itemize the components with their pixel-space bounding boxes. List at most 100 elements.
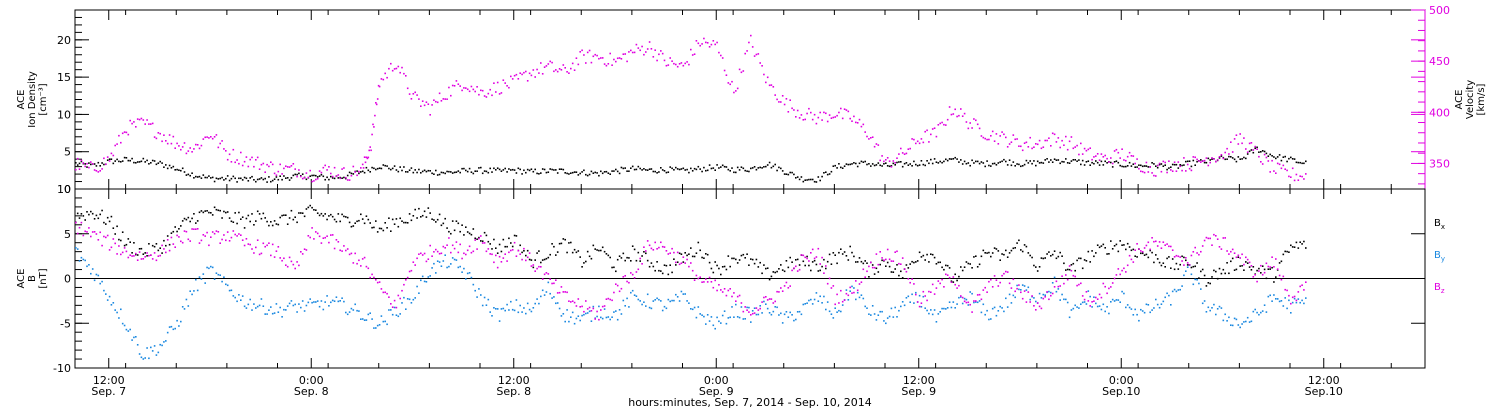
density-series-point [903, 162, 906, 165]
bz-series-point [729, 288, 731, 290]
bx-series-point [547, 256, 550, 259]
density-series-point [1130, 165, 1133, 167]
density-series-point [1115, 160, 1118, 162]
velocity-series-point [800, 114, 803, 116]
density-series-point [90, 163, 92, 166]
bx-series-point [1258, 267, 1260, 270]
bz-series-point [720, 289, 722, 291]
by-series-point [1070, 309, 1073, 311]
bx-series-point [778, 268, 780, 270]
by-series-point [82, 258, 85, 261]
bx-series-point [770, 275, 773, 278]
density-series-point [813, 180, 816, 183]
by-series-point [193, 290, 195, 292]
bz-series-point [431, 255, 433, 257]
velocity-series-point [622, 53, 625, 55]
by-series-point [708, 320, 711, 322]
by-series-point [609, 318, 611, 321]
velocity-series-point [746, 50, 748, 52]
bx-series-point [258, 213, 261, 215]
by-series-point [236, 300, 238, 303]
density-series-point [380, 167, 383, 170]
bz-series-point [785, 281, 788, 284]
bz-series-point [1265, 262, 1268, 265]
by-series-point [277, 311, 280, 313]
density-series-point [1303, 162, 1305, 165]
bz-series-point [105, 236, 107, 239]
bx-series-point [1243, 269, 1245, 271]
bx-series-point [1200, 270, 1202, 273]
bx-series-point [1181, 255, 1183, 258]
by-series-point [830, 313, 833, 315]
velocity-series-point [76, 157, 79, 160]
density-series-point [1066, 162, 1069, 164]
velocity-series-point [924, 130, 926, 133]
density-series-point [1093, 162, 1095, 165]
velocity-series-point [256, 156, 259, 159]
velocity-series-point [204, 136, 206, 139]
bz-series-point [1126, 264, 1129, 267]
bz-series-point [594, 318, 596, 320]
density-series-point [191, 172, 193, 174]
by-series-point [136, 344, 139, 346]
bz-series-point [361, 258, 364, 260]
density-series-point [481, 172, 484, 175]
by-series-point [735, 303, 737, 306]
velocity-series-point [986, 138, 988, 141]
density-series-point [1048, 161, 1050, 163]
density-series-point [249, 177, 251, 179]
bx-series-point [151, 244, 154, 247]
density-series-point [1110, 161, 1112, 164]
bz-series-point [903, 268, 906, 270]
bz-series-point [1276, 268, 1279, 270]
density-series-point [236, 181, 238, 183]
velocity-series-point [1276, 162, 1279, 165]
by-series-point [922, 295, 925, 298]
velocity-series-point [928, 141, 930, 143]
bz-series-point [133, 255, 135, 257]
velocity-series-point [372, 123, 374, 126]
bx-series-point [1014, 247, 1016, 249]
left-axis-label-line: [cm⁻³] [38, 83, 49, 115]
density-series-point [579, 172, 581, 175]
density-series-point [1237, 156, 1240, 158]
velocity-series-point [1050, 145, 1052, 147]
bz-series-point [519, 253, 521, 255]
bx-series-point [217, 209, 220, 212]
bx-series-point [562, 238, 565, 240]
density-series-point [945, 158, 947, 161]
velocity-series-point [1115, 148, 1118, 151]
density-series-point [646, 169, 649, 171]
velocity-series-point [1230, 141, 1232, 143]
bx-series-point [303, 215, 306, 218]
density-series-point [136, 161, 139, 163]
velocity-series-point [933, 127, 936, 129]
bx-series-point [406, 222, 409, 224]
velocity-series-point [588, 49, 591, 52]
by-series-point [990, 318, 992, 320]
bz-series-point [549, 278, 551, 280]
by-series-point [1261, 310, 1264, 312]
density-series-point [898, 161, 900, 163]
density-series-point [643, 168, 645, 170]
bz-series-point [1211, 244, 1213, 246]
velocity-series-point [789, 99, 791, 101]
velocity-series-point [843, 108, 846, 110]
bz-series-point [697, 277, 700, 280]
velocity-series-point [1254, 145, 1256, 148]
velocity-series-point [343, 167, 345, 169]
velocity-series-point [376, 98, 379, 100]
density-series-point [80, 160, 83, 163]
bz-series-point [870, 261, 872, 264]
velocity-series-point [1237, 143, 1240, 145]
velocity-series-point [886, 157, 889, 159]
velocity-series-point [851, 120, 853, 122]
bz-series-point [772, 302, 775, 304]
by-series-point [611, 316, 613, 318]
density-series-point [888, 165, 891, 168]
velocity-series-point [952, 113, 955, 115]
bz-series-point [369, 276, 371, 279]
bz-series-point [498, 255, 501, 258]
density-series-point [1168, 167, 1170, 169]
bz-series-point [288, 256, 291, 259]
